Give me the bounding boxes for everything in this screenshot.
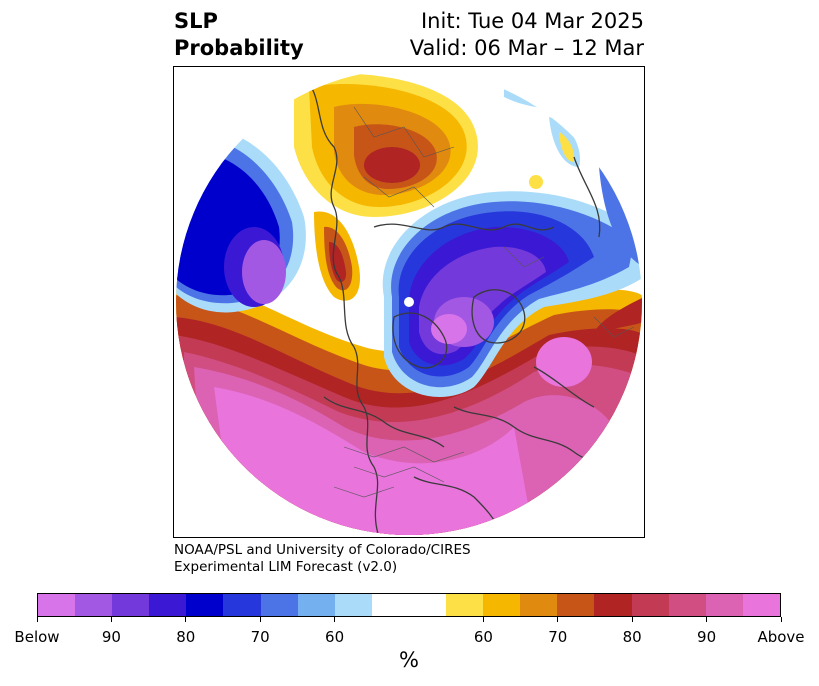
- colorbar-tick-label: 90: [101, 628, 121, 646]
- colorbar-below-segment: [260, 594, 298, 616]
- credit-line-1: NOAA/PSL and University of Colorado/CIRE…: [174, 542, 471, 558]
- colorbar-below-segment: [112, 594, 150, 616]
- colorbar-tick-mark: [334, 617, 336, 622]
- forecast-dates: Init: Tue 04 Mar 2025 Valid: 06 Mar – 12…: [410, 8, 644, 62]
- polar-map: [173, 66, 645, 538]
- valid-range: Valid: 06 Mar – 12 Mar: [409, 36, 644, 60]
- variable-label: SLP: [174, 9, 218, 33]
- colorbar-tick-label: 60: [325, 628, 345, 646]
- colorbar-tick-mark: [706, 617, 708, 622]
- colorbar-tick-label: Below: [14, 628, 60, 646]
- colorbar-tick-label: 80: [176, 628, 196, 646]
- above-anomaly-north: [294, 73, 478, 301]
- colorbar-tick-mark: [110, 617, 112, 622]
- colorbar-below-segment: [149, 594, 187, 616]
- colorbar-tick-label: 90: [697, 628, 717, 646]
- colorbar-tick-label: Above: [757, 628, 805, 646]
- colorbar-above-segment: [631, 594, 669, 616]
- above-anomaly-east: [594, 297, 642, 332]
- credit-text: NOAA/PSL and University of Colorado/CIRE…: [174, 542, 471, 576]
- field-label: Probability: [174, 36, 304, 60]
- colorbar-tick-mark: [185, 617, 187, 622]
- colorbar-neutral-segment: [371, 594, 447, 616]
- colorbar-below-segment: [334, 594, 372, 616]
- colorbar-tick-mark: [557, 617, 559, 622]
- colorbar-above-segment: [557, 594, 595, 616]
- colorbar-above-segment: [742, 594, 780, 616]
- colorbar-tick-label: 60: [473, 628, 493, 646]
- political-borders: [333, 106, 635, 498]
- probability-map-svg: [176, 69, 642, 535]
- map-title: SLP Probability: [174, 8, 304, 62]
- colorbar-below-segment: [223, 594, 261, 616]
- colorbar-below-segment: [186, 594, 224, 616]
- colorbar-above-segment: [594, 594, 632, 616]
- colorbar-below-segment: [75, 594, 113, 616]
- colorbar-above-segment: [668, 594, 706, 616]
- colorbar: [37, 593, 781, 617]
- colorbar-units: %: [399, 648, 419, 672]
- colorbar-tick-mark: [482, 617, 484, 622]
- north-pole-marker: [404, 297, 414, 307]
- colorbar-above-segment: [705, 594, 743, 616]
- colorbar-above-segment: [520, 594, 558, 616]
- init-date: Init: Tue 04 Mar 2025: [420, 9, 644, 33]
- credit-line-2: Experimental LIM Forecast (v2.0): [174, 559, 398, 575]
- colorbar-tick-label: 80: [622, 628, 642, 646]
- below-anomaly-arctic: [382, 191, 642, 398]
- above-anomaly-south: [176, 277, 642, 535]
- colorbar-above-segment: [446, 594, 484, 616]
- colorbar-below-segment: [38, 594, 76, 616]
- colorbar-above-segment: [483, 594, 521, 616]
- colorbar-below-segment: [297, 594, 335, 616]
- colorbar-tick-label: 70: [250, 628, 270, 646]
- colorbar-tick-mark: [631, 617, 633, 622]
- colorbar-tick-mark: [780, 617, 782, 622]
- colorbar-tick-label: 70: [548, 628, 568, 646]
- colorbar-tick-mark: [36, 617, 38, 622]
- colorbar-tick-mark: [259, 617, 261, 622]
